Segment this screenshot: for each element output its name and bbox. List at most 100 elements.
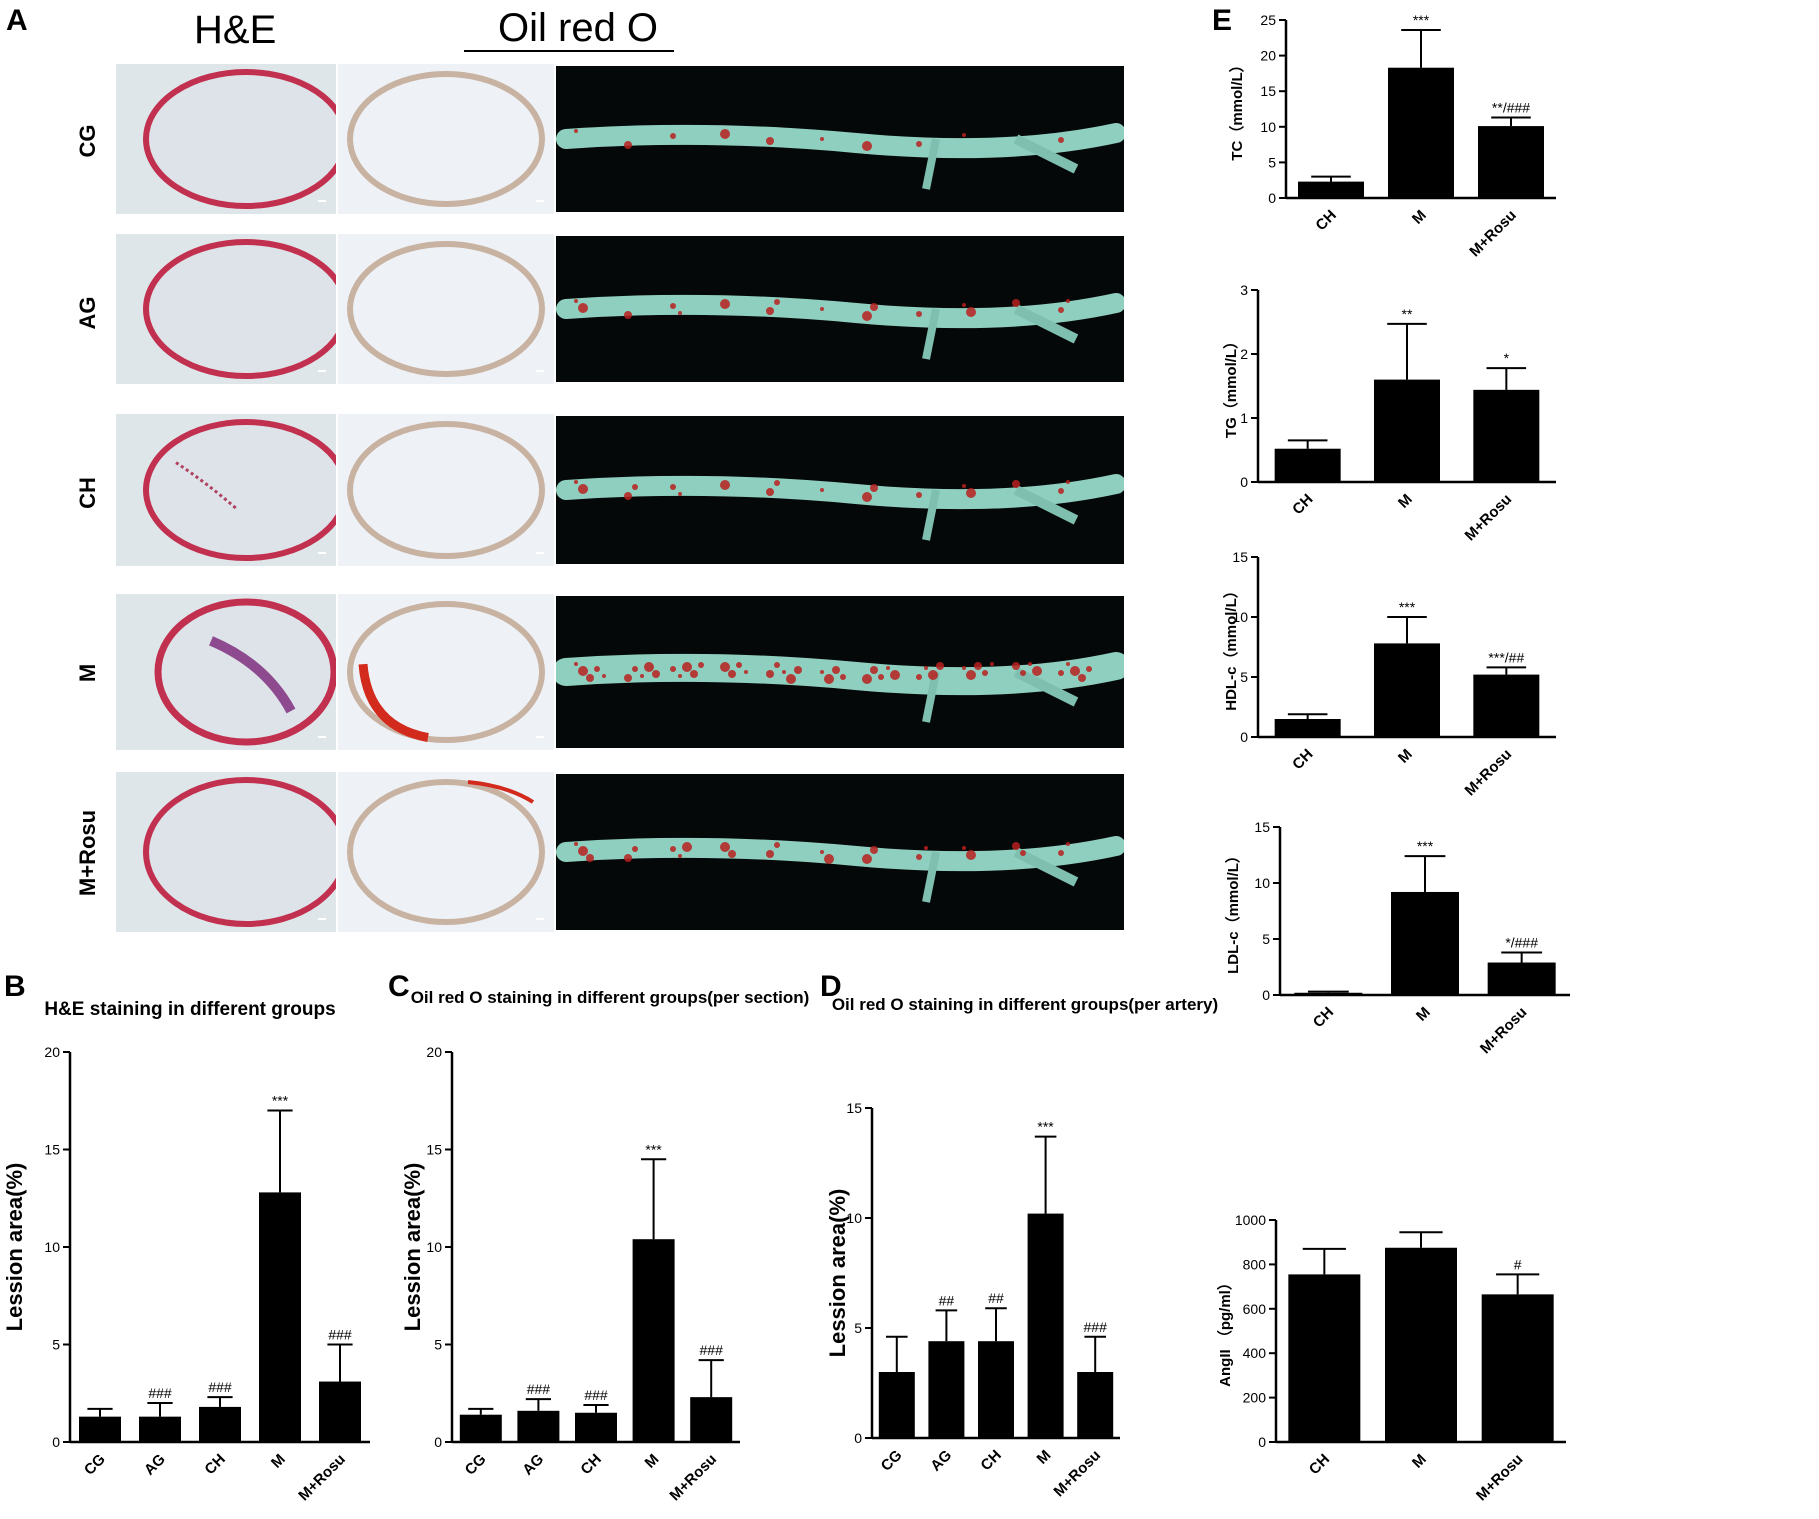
scale-bar (318, 370, 326, 372)
chart-c: 0 5 10 15 20 Lession area(%) Oil red O stainin… (400, 988, 809, 1504)
y-axis-label: HDL-c（mmol/L） (1222, 583, 1240, 711)
y-tick-label: 3 (1240, 282, 1248, 298)
y-tick-label: 0 (1240, 729, 1248, 745)
x-tick-label: CH (1289, 491, 1316, 518)
y-tick-label: 200 (1243, 1390, 1267, 1406)
scale-bar (536, 200, 544, 202)
y-tick-label: 600 (1243, 1301, 1267, 1317)
he-micrograph (116, 772, 336, 932)
x-tick-label: M (1034, 1447, 1055, 1468)
significance-label: **/### (1492, 100, 1530, 116)
bar (1391, 891, 1459, 995)
oil-red-section-micrograph (338, 234, 554, 384)
y-tick-label: 15 (1254, 819, 1270, 835)
x-tick-label: M (1409, 1451, 1430, 1472)
panel-letter-a: A (6, 4, 28, 37)
bar (259, 1192, 301, 1442)
bar (1473, 389, 1540, 482)
bar (319, 1381, 361, 1442)
chart-e5: 0 200 400 600 800 1000 AngII （pg/ml） CH M # M+Rosu (1216, 1212, 1566, 1504)
x-tick-label: M+Rosu (1050, 1447, 1104, 1501)
column-header-underline (464, 50, 674, 52)
chart-e4: 0 5 10 15 LDL-c（mmol/L） CH *** M */### M+Rosu (1224, 819, 1570, 1057)
chart-e1: 0 5 10 15 20 25 TC（mmol/L） CH *** M **/### M+Rosu (1228, 12, 1556, 260)
significance-label: # (1514, 1256, 1522, 1272)
x-tick-label: CH (1306, 1451, 1333, 1478)
oil-red-artery-photo (556, 236, 1124, 382)
bar (79, 1416, 121, 1442)
chart-title: Oil red O staining in different groups(p… (411, 988, 810, 1007)
x-tick-label: CH (1289, 746, 1316, 773)
y-tick-label: 20 (426, 1044, 442, 1060)
panel-letter-b: B (4, 970, 26, 1003)
significance-label: ### (527, 1381, 551, 1397)
y-tick-label: 20 (44, 1044, 60, 1060)
oil-red-artery-photo (556, 416, 1124, 564)
x-tick-label: CH (577, 1451, 604, 1478)
bar (632, 1239, 675, 1442)
y-axis-label: AngII （pg/ml） (1216, 1275, 1234, 1387)
column-header-he: H&E (194, 8, 277, 52)
significance-label: * (1504, 350, 1510, 366)
significance-label: *** (1417, 838, 1434, 854)
bar (1077, 1372, 1114, 1438)
y-tick-label: 0 (1240, 474, 1248, 490)
bar (928, 1341, 965, 1438)
x-tick-label: CH (977, 1447, 1004, 1474)
bar (517, 1410, 560, 1442)
y-tick-label: 5 (1240, 669, 1248, 685)
x-tick-label: M (268, 1451, 289, 1472)
y-tick-label: 5 (854, 1320, 862, 1336)
bar (878, 1372, 915, 1438)
y-tick-label: 15 (44, 1142, 60, 1158)
oil-red-section-micrograph (338, 414, 554, 566)
significance-label: *** (1413, 12, 1430, 28)
chart-title: Oil red O staining in different groups(p… (832, 995, 1218, 1014)
y-tick-label: 1000 (1235, 1212, 1266, 1228)
bar (1294, 992, 1363, 995)
scale-bar (318, 200, 326, 202)
significance-label: ### (208, 1379, 232, 1395)
y-axis-label: Lession area(%) (825, 1189, 850, 1358)
bar (1478, 126, 1544, 198)
significance-label: ### (148, 1385, 172, 1401)
bar (978, 1341, 1014, 1438)
bar (1374, 643, 1440, 737)
x-tick-label: M+Rosu (1477, 1004, 1531, 1058)
y-axis-label: Lession area(%) (400, 1163, 425, 1332)
chart-b: 0 5 10 15 20 Lession area(%) H&E staining in d… (2, 999, 370, 1504)
x-tick-label: CG (462, 1451, 490, 1479)
chart-e2: 0 1 2 3 TG（mmol/L） CH ** M * M+Rosu (1222, 282, 1556, 544)
bar (1385, 1247, 1457, 1442)
y-axis-label: LDL-c（mmol/L） (1224, 848, 1242, 974)
y-tick-label: 0 (434, 1434, 442, 1450)
oil-red-artery-photo (556, 774, 1124, 930)
x-tick-label: M+Rosu (1473, 1451, 1527, 1505)
y-tick-label: 10 (1232, 609, 1248, 625)
scale-bar (536, 918, 544, 920)
scale-bar (536, 736, 544, 738)
y-tick-label: 2 (1240, 346, 1248, 362)
x-tick-label: M+Rosu (1462, 746, 1516, 800)
y-tick-label: 10 (44, 1239, 60, 1255)
bar (1388, 67, 1454, 198)
bar (459, 1414, 502, 1442)
y-tick-label: 15 (846, 1100, 862, 1116)
scale-bar (318, 918, 326, 920)
bar (575, 1412, 617, 1442)
bar (199, 1406, 241, 1442)
y-tick-label: 800 (1243, 1256, 1267, 1272)
y-tick-label: 5 (52, 1337, 60, 1353)
significance-label: */### (1505, 934, 1538, 950)
y-tick-label: 20 (1260, 48, 1276, 64)
y-tick-label: 10 (1254, 875, 1270, 891)
he-micrograph (116, 234, 336, 384)
y-tick-label: 0 (52, 1434, 60, 1450)
oil-red-section-micrograph (338, 64, 554, 214)
significance-label: ***/## (1488, 649, 1524, 665)
y-tick-label: 10 (426, 1239, 442, 1255)
y-tick-label: 15 (1232, 549, 1248, 565)
significance-label: *** (272, 1093, 289, 1109)
